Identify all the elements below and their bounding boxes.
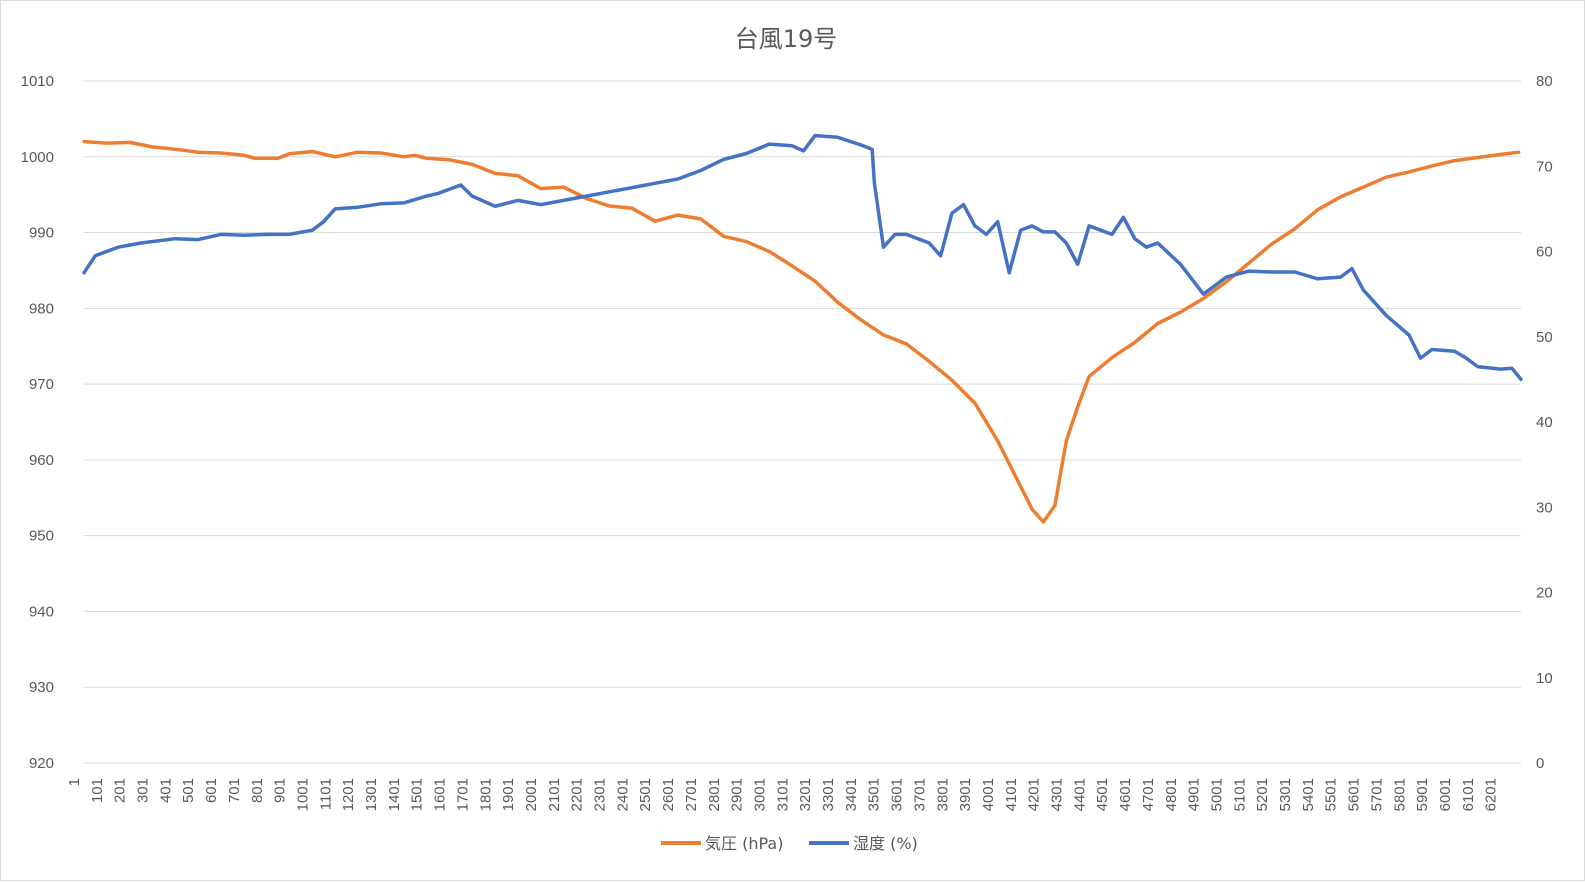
y-left-tick-label: 930 [29, 679, 54, 696]
legend-label-pressure: 気圧 (hPa) [705, 834, 783, 853]
x-tick-label: 2501 [637, 778, 654, 811]
x-tick-label: 1301 [363, 778, 380, 811]
x-tick-label: 5301 [1277, 778, 1294, 811]
x-tick-label: 3101 [774, 778, 791, 811]
x-tick-label: 301 [135, 778, 152, 803]
x-tick-label: 6201 [1483, 778, 1500, 811]
x-tick-label: 801 [249, 778, 266, 803]
y-right-tick-label: 20 [1536, 585, 1553, 602]
x-tick-label: 601 [203, 778, 220, 803]
x-tick-label: 6001 [1437, 778, 1454, 811]
y-left-tick-label: 980 [29, 300, 54, 317]
x-tick-label: 2201 [569, 778, 586, 811]
x-axis: 1 101 201 301 401 501 601 701 801 901 1001 1101 1201… [66, 778, 1500, 811]
x-tick-label: 2001 [523, 778, 540, 811]
y-right-tick-label: 30 [1536, 499, 1553, 516]
x-tick-label: 4801 [1163, 778, 1180, 811]
x-tick-label: 5901 [1414, 778, 1431, 811]
y-left-tick-label: 990 [29, 225, 54, 242]
x-tick-label: 2101 [546, 778, 563, 811]
x-tick-label: 5101 [1231, 778, 1248, 811]
x-tick-label: 501 [180, 778, 197, 803]
x-tick-label: 5701 [1368, 778, 1385, 811]
x-tick-label: 1101 [317, 778, 334, 810]
x-tick-label: 2701 [683, 778, 700, 811]
x-tick-label: 2601 [660, 778, 677, 811]
x-tick-label: 201 [112, 778, 129, 803]
y-left-tick-label: 920 [29, 755, 54, 772]
x-tick-label: 4201 [1026, 778, 1043, 811]
x-tick-label: 6101 [1460, 778, 1477, 811]
x-tick-label: 3501 [866, 778, 883, 811]
x-tick-label: 4901 [1186, 778, 1203, 811]
x-tick-label: 3201 [797, 778, 814, 811]
y-left-tick-label: 1010 [21, 73, 54, 90]
x-tick-label: 4101 [1003, 778, 1020, 811]
x-tick-label: 1401 [386, 778, 403, 811]
gridlines [84, 80, 1521, 764]
legend-label-humidity: 湿度 (%) [853, 834, 918, 853]
x-tick-label: 1001 [294, 778, 311, 811]
series-line-pressure [82, 139, 1521, 524]
y-left-tick-label: 950 [29, 528, 54, 545]
x-tick-label: 1201 [340, 778, 357, 811]
x-tick-label: 1901 [500, 778, 517, 811]
x-tick-label: 4501 [1094, 778, 1111, 811]
right-y-axis: 0 10 20 30 40 50 60 70 80 [1536, 73, 1553, 772]
y-right-tick-label: 80 [1536, 73, 1553, 90]
x-tick-label: 4301 [1049, 778, 1066, 811]
x-tick-label: 3301 [820, 778, 837, 811]
x-tick-label: 4701 [1140, 778, 1157, 811]
y-left-tick-label: 970 [29, 376, 54, 393]
legend: 気圧 (hPa) 湿度 (%) [661, 834, 918, 853]
x-tick-label: 3401 [843, 778, 860, 811]
x-tick-label: 3801 [934, 778, 951, 811]
y-right-tick-label: 70 [1536, 158, 1553, 175]
x-tick-label: 1501 [409, 778, 426, 811]
series-layer [82, 133, 1523, 524]
x-tick-label: 701 [226, 778, 243, 803]
y-right-tick-label: 50 [1536, 329, 1553, 346]
x-tick-label: 3901 [957, 778, 974, 811]
x-tick-label: 5601 [1346, 778, 1363, 811]
x-tick-label: 901 [272, 778, 289, 803]
y-right-tick-label: 0 [1536, 755, 1544, 772]
x-tick-label: 3701 [911, 778, 928, 811]
y-right-tick-label: 40 [1536, 414, 1553, 431]
x-tick-label: 2801 [706, 778, 723, 811]
y-right-tick-label: 10 [1536, 670, 1553, 687]
x-tick-label: 5001 [1208, 778, 1225, 811]
x-tick-label: 5401 [1300, 778, 1317, 811]
x-tick-label: 5501 [1323, 778, 1340, 811]
x-tick-label: 3601 [889, 778, 906, 811]
x-tick-label: 4001 [980, 778, 997, 811]
x-tick-label: 2901 [729, 778, 746, 811]
x-tick-label: 1701 [454, 778, 471, 811]
y-left-tick-label: 1000 [21, 149, 54, 166]
x-tick-label: 5201 [1254, 778, 1271, 811]
y-right-tick-label: 60 [1536, 244, 1553, 261]
left-y-axis: 920 930 940 950 960 970 980 990 1000 1010 [21, 73, 54, 772]
y-left-tick-label: 960 [29, 452, 54, 469]
x-tick-label: 401 [157, 778, 174, 803]
series-line-humidity [82, 133, 1523, 382]
y-left-tick-label: 940 [29, 603, 54, 620]
x-tick-label: 1801 [477, 778, 494, 811]
x-tick-label: 1601 [432, 778, 449, 811]
x-tick-label: 2301 [592, 778, 609, 811]
x-tick-label: 101 [89, 778, 106, 803]
x-tick-label: 2401 [614, 778, 631, 811]
x-tick-label: 4401 [1071, 778, 1088, 811]
x-tick-label: 3001 [751, 778, 768, 811]
x-tick-label: 1 [66, 778, 83, 786]
x-tick-label: 5801 [1391, 778, 1408, 811]
x-tick-label: 4601 [1117, 778, 1134, 811]
chart-title: 台風19号 [735, 25, 838, 53]
